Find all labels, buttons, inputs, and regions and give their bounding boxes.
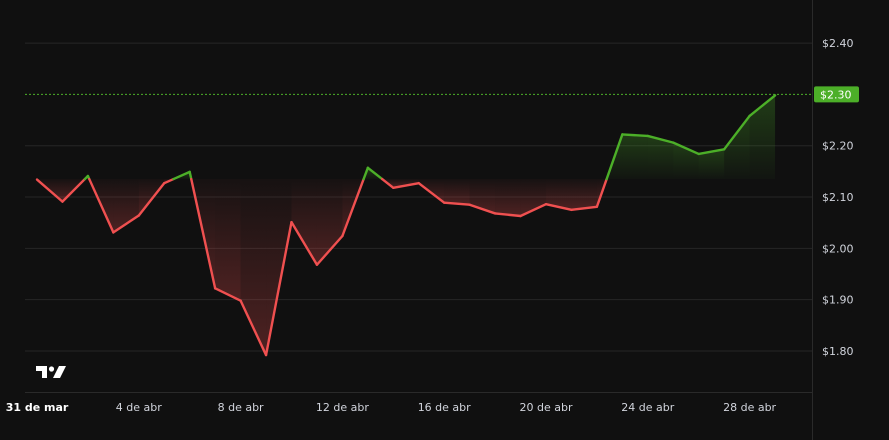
area-fill-down: [266, 179, 292, 356]
price-segment-down: [137, 181, 166, 217]
area-fill-up: [749, 95, 776, 180]
price-segment-down: [61, 177, 87, 203]
area-fill-down: [495, 179, 521, 217]
area-fill-up: [622, 134, 648, 180]
x-tick-label: 16 de abr: [418, 401, 471, 414]
area-fill: [37, 95, 776, 356]
price-segment-down: [519, 203, 548, 218]
price-segment-up: [672, 141, 700, 156]
price-segment-down: [213, 287, 242, 302]
price-segment-up: [697, 148, 726, 156]
area-fill-up: [724, 115, 750, 180]
area-fill-down: [215, 179, 241, 301]
current-price-badge: [814, 86, 859, 103]
x-tick-label: 20 de abr: [520, 401, 573, 414]
y-tick-label: $1.80: [822, 345, 854, 358]
price-segment-up: [605, 133, 624, 181]
price-segment-down: [290, 220, 319, 266]
price-segment-down: [163, 177, 175, 185]
price-segment-down: [112, 214, 141, 234]
grid: [25, 42, 812, 352]
price-segment-up: [722, 114, 751, 151]
x-tick-label: 12 de abr: [316, 401, 369, 414]
price-segment-down: [595, 177, 608, 208]
area-fill-down: [571, 179, 597, 210]
area-fill-down: [546, 179, 572, 210]
price-segment-down: [443, 201, 471, 206]
price-segment-up: [621, 133, 649, 138]
price-segment-up: [172, 170, 191, 181]
area-fill-down: [240, 179, 267, 356]
price-segment-down: [570, 205, 599, 212]
x-tick-label: 24 de abr: [621, 401, 674, 414]
y-tick-label: $2.10: [822, 191, 854, 204]
price-segment-down: [35, 178, 64, 203]
price-segment-down: [341, 177, 365, 238]
area-fill-down: [291, 179, 317, 265]
price-segment-up: [188, 170, 193, 181]
price-segment-down: [468, 203, 497, 215]
area-fill-up: [698, 149, 725, 180]
x-tick-label: 28 de abr: [723, 401, 776, 414]
y-tick-label: $2.20: [822, 140, 854, 153]
price-segment-down: [239, 299, 268, 357]
area-fill-down: [469, 179, 496, 214]
price-segment-down: [381, 177, 395, 189]
price-segment-down: [493, 212, 522, 218]
y-tick-label: $2.40: [822, 37, 854, 50]
price-segment-up: [748, 94, 777, 118]
price-segment-down: [190, 177, 217, 290]
x-tick-label: 31 de mar: [6, 401, 69, 414]
price-line: [35, 94, 777, 357]
price-segment-up: [646, 134, 675, 144]
x-tick-label: 8 de abr: [218, 401, 264, 414]
price-segment-up: [366, 166, 384, 181]
area-fill-down: [316, 179, 343, 265]
area-fill-down: [444, 179, 470, 205]
price-segment-down: [544, 203, 573, 212]
x-tick-label: 4 de abr: [116, 401, 162, 414]
price-segment-down: [264, 220, 293, 357]
current-price-label: $2.30: [820, 88, 852, 101]
y-tick-label: $2.00: [822, 242, 854, 255]
price-segment-up: [362, 166, 370, 181]
price-segment-down: [417, 181, 446, 204]
y-tick-label: $1.90: [822, 294, 854, 307]
price-segment-down: [315, 234, 344, 266]
area-fill-up: [647, 135, 674, 180]
axes: $1.80 $1.90 $2.00 $2.10 $2.20 $2.40 $2.30 31 de…: [6, 0, 859, 440]
tradingview-logo-icon[interactable]: [36, 366, 66, 378]
price-segment-down: [88, 177, 115, 234]
price-segment-down: [392, 181, 420, 189]
